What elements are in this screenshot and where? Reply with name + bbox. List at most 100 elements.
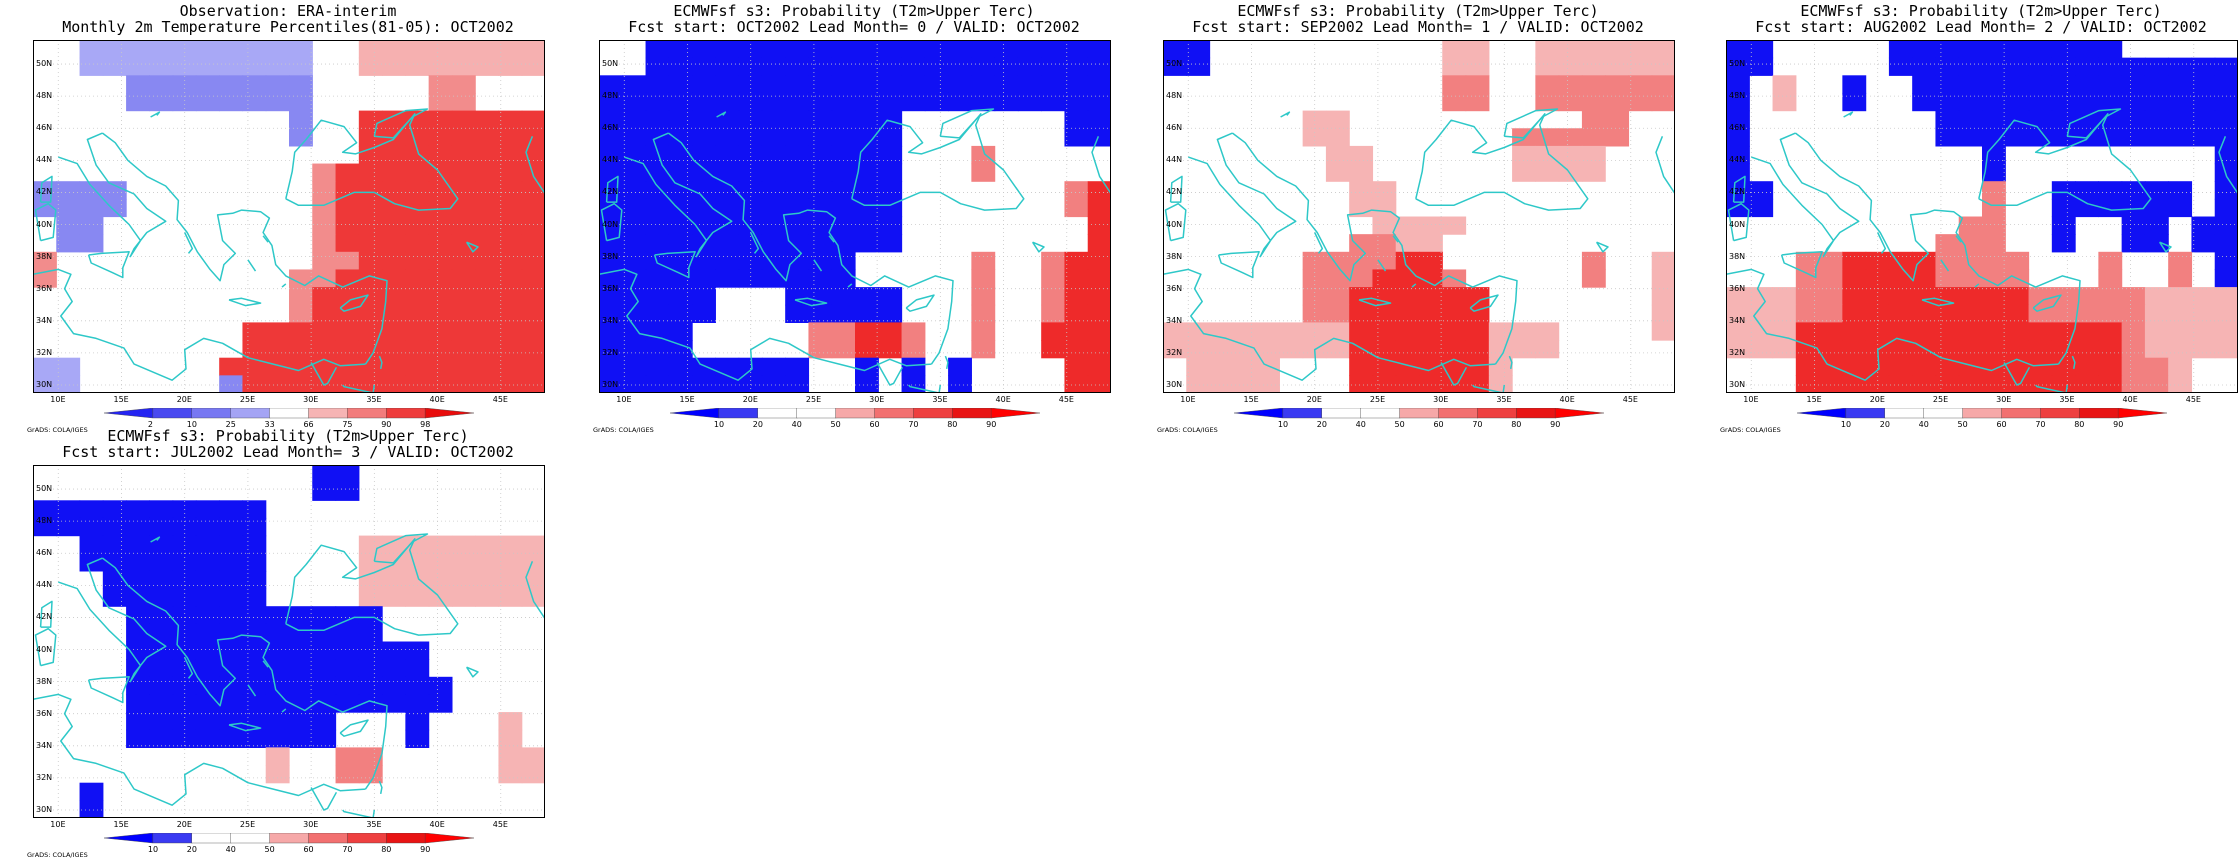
grid-cell xyxy=(2144,57,2169,76)
grid-cell xyxy=(1256,340,1280,359)
grid-cell xyxy=(1865,304,1890,323)
grid-cell xyxy=(1512,145,1536,165)
grid-cell xyxy=(2005,92,2030,112)
grid-cell xyxy=(1372,234,1397,253)
grid-cell xyxy=(312,304,337,323)
grid-cell xyxy=(1651,269,1675,288)
panel-title-line2: Fcst start: JUL2002 Lead Month= 3 / VALI… xyxy=(62,443,514,461)
grid-cell xyxy=(265,340,290,359)
grid-cell xyxy=(1017,75,1042,94)
lat-tick-label: 34N xyxy=(1729,315,1746,325)
coastline xyxy=(1732,175,1746,203)
grid-cell xyxy=(451,145,476,165)
grid-cell xyxy=(715,357,740,376)
grid-cell xyxy=(1865,357,1890,376)
grid-cell xyxy=(1064,110,1089,129)
grid-cell xyxy=(808,181,833,200)
grid-cell xyxy=(692,57,716,76)
grid-cell xyxy=(475,304,500,323)
grid-cell xyxy=(289,128,313,147)
grid-cell xyxy=(102,40,127,59)
colorbar-label: 75 xyxy=(342,420,353,429)
colorbar-label: 40 xyxy=(1918,420,1929,429)
grid-cell xyxy=(1041,340,1066,359)
grid-cell xyxy=(289,40,313,59)
grid-cell xyxy=(475,163,500,182)
grid-cell xyxy=(312,641,337,660)
grid-cell xyxy=(1628,75,1653,94)
coastline xyxy=(1415,113,1589,211)
grid-cell xyxy=(126,553,150,572)
colorbar-segment xyxy=(269,408,310,419)
grid-cell xyxy=(2075,287,2099,306)
coastline xyxy=(599,268,932,381)
grid-cell xyxy=(715,75,740,94)
grid-cell xyxy=(2121,234,2146,253)
grid-cell xyxy=(785,57,810,76)
grid-cell xyxy=(451,535,476,554)
colorbar-segment xyxy=(308,408,349,419)
grid-cell xyxy=(265,765,290,784)
grid-cell xyxy=(521,553,545,572)
grid-cell xyxy=(2075,198,2099,218)
grid-cell xyxy=(358,641,383,660)
grid-cell xyxy=(451,269,476,288)
grid-cell xyxy=(149,623,174,643)
grid-cell xyxy=(2191,92,2216,112)
grid-cell xyxy=(219,606,244,625)
grid-cell xyxy=(521,269,545,288)
grid-cell xyxy=(405,641,430,660)
grid-cell xyxy=(1958,322,1983,341)
coastline xyxy=(87,676,130,704)
grid-cell xyxy=(1842,357,1867,376)
grid-cell xyxy=(1842,304,1867,323)
grid-cell xyxy=(2121,92,2146,112)
grid-cell xyxy=(1372,304,1397,323)
grid-cell xyxy=(2121,357,2146,376)
grid-cell xyxy=(1465,40,1490,59)
grid-cell xyxy=(265,322,290,341)
grid-cell xyxy=(265,375,290,393)
grid-cell xyxy=(645,287,670,306)
grid-cell xyxy=(2098,375,2123,393)
grid-cell xyxy=(382,375,406,393)
grid-cell xyxy=(172,570,197,590)
grid-cell xyxy=(1982,234,2006,253)
grid-cell xyxy=(521,287,545,306)
coastline xyxy=(262,235,269,243)
colorbar-label: 60 xyxy=(1996,420,2007,429)
grid-cell xyxy=(335,322,360,341)
grid-cell xyxy=(33,375,57,393)
lat-tick-label: 48N xyxy=(1166,91,1183,101)
colorbar-label: 20 xyxy=(1316,420,1327,429)
grid-cell xyxy=(971,92,996,112)
grid-cell xyxy=(2005,75,2030,94)
grid-cell xyxy=(831,322,856,341)
lon-tick-label: 40E xyxy=(429,395,445,404)
grid-cell xyxy=(645,110,670,129)
grid-cell xyxy=(382,340,406,359)
grid-cell xyxy=(405,535,430,554)
grid-cell xyxy=(2051,110,2076,129)
grid-cell xyxy=(2075,92,2099,112)
colorbar-label: 2 xyxy=(147,420,153,429)
grid-cell xyxy=(1232,357,1257,376)
grid-cell xyxy=(1958,269,1983,288)
grid-cell xyxy=(808,57,833,76)
grid-cell xyxy=(1349,357,1374,376)
grid-cell xyxy=(785,92,810,112)
coastline xyxy=(465,666,479,678)
colorbar-label: 25 xyxy=(225,420,236,429)
colorbar-label: 33 xyxy=(264,420,275,429)
lon-tick-label: 45E xyxy=(492,820,508,829)
grid-cell xyxy=(195,729,220,748)
grid-cell xyxy=(1935,340,1960,359)
colorbar-segment xyxy=(2079,408,2119,419)
coastline xyxy=(1974,283,1980,288)
grid-cell xyxy=(785,145,810,165)
colorbar-segment xyxy=(796,408,837,419)
grid-cell xyxy=(382,234,406,253)
map-area xyxy=(599,40,1111,393)
grid-cell xyxy=(1279,322,1304,341)
grid-cell xyxy=(242,535,267,554)
